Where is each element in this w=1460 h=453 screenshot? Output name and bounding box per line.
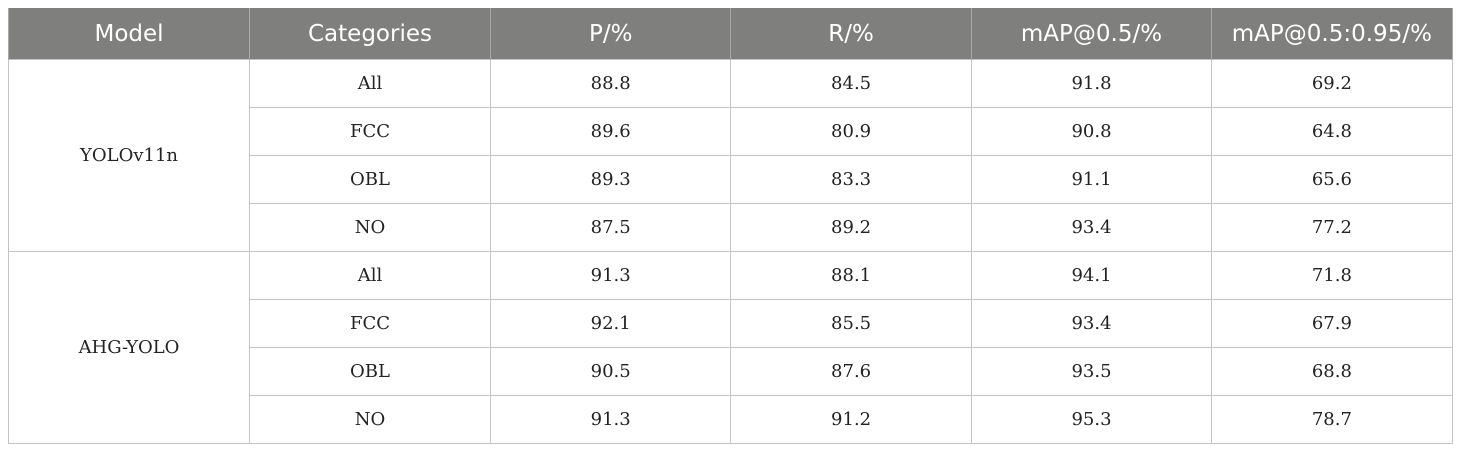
map50-95-cell: 71.8	[1211, 251, 1453, 300]
category-cell: OBL	[249, 347, 491, 396]
category-cell: NO	[249, 203, 491, 252]
model-cell: AHG-YOLO	[8, 251, 250, 444]
header-categories: Categories	[249, 8, 491, 60]
precision-cell: 89.6	[489, 107, 732, 156]
table-row: OBL 90.5 87.6 93.5 68.8	[9, 347, 1453, 396]
category-cell: FCC	[249, 107, 491, 156]
map50-cell: 90.8	[970, 107, 1213, 156]
map50-95-cell: 64.8	[1211, 107, 1453, 156]
recall-cell: 83.3	[730, 155, 972, 204]
precision-cell: 89.3	[489, 155, 732, 204]
map50-cell: 91.1	[970, 155, 1213, 204]
model-cell: YOLOv11n	[8, 59, 250, 252]
header-model: Model	[8, 8, 250, 60]
recall-cell: 87.6	[730, 347, 972, 396]
table-row: NO 91.3 91.2 95.3 78.7	[9, 395, 1453, 444]
category-cell: FCC	[249, 299, 491, 348]
header-map50: mAP@0.5/%	[970, 8, 1213, 60]
map50-95-cell: 67.9	[1211, 299, 1453, 348]
table-row: OBL 89.3 83.3 91.1 65.6	[9, 155, 1453, 204]
map50-cell: 91.8	[970, 59, 1213, 108]
precision-cell: 88.8	[489, 59, 732, 108]
table-body: YOLOv11n All 88.8 84.5 91.8 69.2 FCC 89.…	[8, 59, 1453, 444]
map50-cell: 93.4	[970, 299, 1213, 348]
map50-95-cell: 69.2	[1211, 59, 1453, 108]
map50-cell: 95.3	[970, 395, 1213, 444]
table-row: AHG-YOLO All 91.3 88.1 94.1 71.8	[8, 251, 1453, 444]
precision-cell: 92.1	[489, 299, 732, 348]
map50-cell: 94.1	[970, 251, 1213, 300]
precision-cell: 91.3	[489, 251, 732, 300]
category-cell: NO	[249, 395, 491, 444]
table-row: FCC 89.6 80.9 90.8 64.8	[9, 107, 1453, 156]
map50-95-cell: 68.8	[1211, 347, 1453, 396]
precision-cell: 91.3	[489, 395, 732, 444]
precision-cell: 87.5	[489, 203, 732, 252]
map50-95-cell: 65.6	[1211, 155, 1453, 204]
map50-95-cell: 77.2	[1211, 203, 1453, 252]
table-row: YOLOv11n All 88.8 84.5 91.8 69.2	[8, 59, 1453, 252]
category-cell: OBL	[249, 155, 491, 204]
map50-cell: 93.4	[970, 203, 1213, 252]
table-header: Model Categories P/% R/% mAP@0.5/% mAP@0…	[8, 8, 1453, 60]
map50-95-cell: 78.7	[1211, 395, 1453, 444]
recall-cell: 85.5	[730, 299, 972, 348]
recall-cell: 84.5	[730, 59, 972, 108]
recall-cell: 89.2	[730, 203, 972, 252]
recall-cell: 91.2	[730, 395, 972, 444]
results-table: Model Categories P/% R/% mAP@0.5/% mAP@0…	[8, 8, 1453, 444]
header-map50-95: mAP@0.5:0.95/%	[1211, 8, 1453, 60]
header-recall: R/%	[730, 8, 972, 60]
table-row: FCC 92.1 85.5 93.4 67.9	[9, 299, 1453, 348]
table-row: NO 87.5 89.2 93.4 77.2	[9, 203, 1453, 252]
category-cell: All	[249, 251, 491, 300]
header-row: Model Categories P/% R/% mAP@0.5/% mAP@0…	[8, 8, 1453, 60]
recall-cell: 88.1	[730, 251, 972, 300]
header-precision: P/%	[489, 8, 732, 60]
map50-cell: 93.5	[970, 347, 1213, 396]
category-cell: All	[249, 59, 491, 108]
precision-cell: 90.5	[489, 347, 732, 396]
recall-cell: 80.9	[730, 107, 972, 156]
